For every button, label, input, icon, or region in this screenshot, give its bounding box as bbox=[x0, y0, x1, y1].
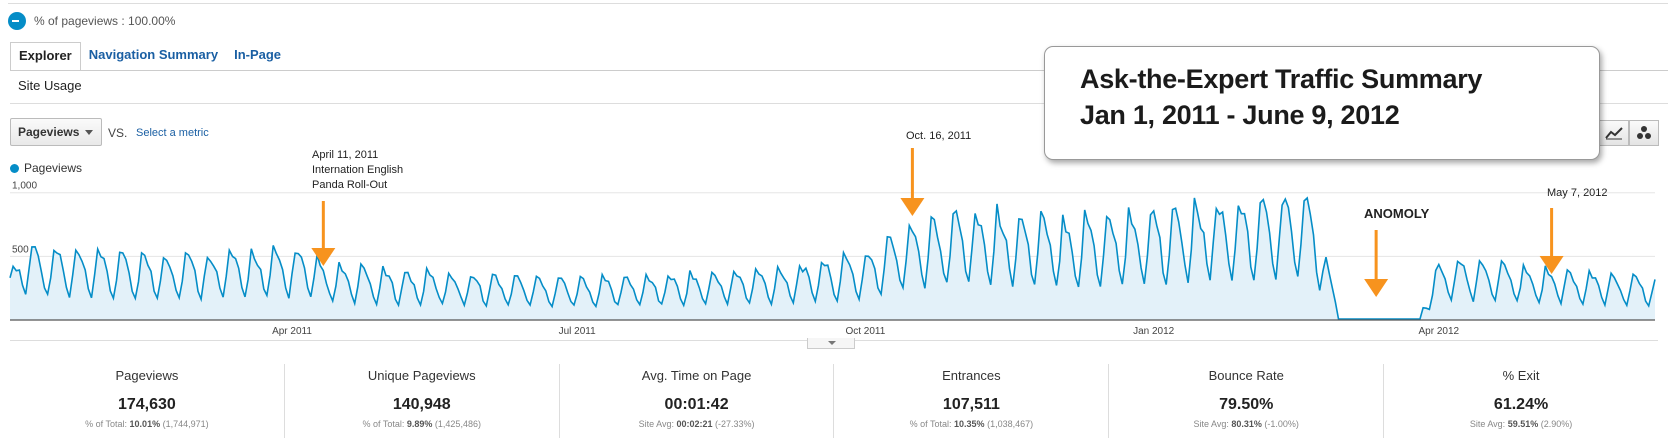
scorecard-title: Pageviews bbox=[115, 368, 179, 383]
scorecard-value: 61.24% bbox=[1493, 396, 1549, 413]
pageviews-line bbox=[9, 196, 1656, 320]
segment-pie-icon[interactable] bbox=[8, 12, 26, 30]
tab-explorer[interactable]: Explorer bbox=[10, 42, 81, 71]
scorecard-value: 79.50% bbox=[1219, 396, 1274, 413]
x-tick-label: Jan 2012 bbox=[1133, 326, 1175, 337]
arrow-anomaly-head bbox=[1364, 279, 1389, 297]
tab-navigation-summary[interactable]: Navigation Summary bbox=[88, 47, 219, 62]
scorecard-sub: Site Avg: 00:02:21 (-27.33%) bbox=[560, 419, 834, 429]
subtab-site-usage[interactable]: Site Usage bbox=[18, 78, 82, 93]
scorecard-sub-prefix: Site Avg: bbox=[1469, 419, 1506, 429]
scorecard-sub-bold: 00:02:21 bbox=[676, 419, 713, 429]
scorecard-title: Unique Pageviews bbox=[367, 368, 476, 383]
subtab-divider bbox=[10, 103, 1668, 104]
scorecard-value: 107,511 bbox=[942, 396, 1000, 413]
y-tick-label: 1,000 bbox=[12, 181, 37, 192]
scorecard-sub-suffix: (2.90%) bbox=[1540, 419, 1573, 429]
x-tick-label: Oct 2011 bbox=[845, 326, 885, 337]
scorecard-value: 00:01:42 bbox=[664, 396, 729, 413]
scorecard-value: 174,630 bbox=[117, 396, 176, 413]
metric-select[interactable]: Pageviews bbox=[10, 118, 102, 146]
scorecard-sub-suffix: (-27.33%) bbox=[715, 419, 755, 429]
scorecard-sub-bold: 10.01% bbox=[129, 419, 161, 429]
scorecard-sub-suffix: (1,744,971) bbox=[162, 419, 209, 429]
metric-select-value: Pageviews bbox=[18, 125, 80, 139]
y-tick-label: 500 bbox=[12, 244, 29, 255]
pageviews-area bbox=[10, 197, 1655, 320]
scorecard-sub: % of Total: 9.89% (1,425,486) bbox=[285, 419, 559, 429]
scorecard-title: Entrances bbox=[942, 368, 1001, 383]
arrow-april-head bbox=[311, 248, 336, 266]
callout-date-range: Jan 1, 2011 - June 9, 2012 bbox=[1080, 100, 1400, 130]
scorecard-sub: % of Total: 10.35% (1,038,467) bbox=[834, 419, 1108, 429]
scorecard-pageviews[interactable]: Pageviews 174,630 % of Total: 10.01% (1,… bbox=[10, 364, 285, 438]
tabs-divider bbox=[10, 70, 1668, 71]
x-tick-label: Apr 2012 bbox=[1419, 326, 1460, 337]
segment-label: % of pageviews : 100.00% bbox=[34, 14, 176, 28]
legend-dot-icon bbox=[10, 163, 19, 173]
x-tick-label: Jul 2011 bbox=[559, 326, 597, 337]
scorecard-sub: Site Avg: 59.51% (2.90%) bbox=[1384, 419, 1658, 429]
traffic-summary-callout: Ask-the-Expert Traffic Summary Jan 1, 20… bbox=[1044, 46, 1600, 160]
vs-label: VS. bbox=[108, 126, 128, 140]
scorecard-sub: Site Avg: 80.31% (-1.00%) bbox=[1109, 419, 1383, 429]
scorecard-sub-prefix: Site Avg: bbox=[1193, 419, 1229, 429]
pageviews-chart: 1,000 500 Apr 2011 Jul 2011 Oct 2011 Jan 2012… bbox=[9, 148, 1656, 337]
select-metric-link[interactable]: Select a metric bbox=[136, 127, 209, 139]
scorecard-exit[interactable]: % Exit 61.24% Site Avg: 59.51% (2.90%) bbox=[1384, 364, 1658, 438]
scorecard-title: Bounce Rate bbox=[1208, 368, 1284, 383]
scorecard-sub-suffix: (1,038,467) bbox=[987, 419, 1034, 429]
scorecard-avg-time[interactable]: Avg. Time on Page 00:01:42 Site Avg: 00:… bbox=[560, 364, 835, 438]
top-divider bbox=[8, 3, 1668, 4]
scorecard-sub-bold: 59.51% bbox=[1507, 419, 1539, 429]
scorecard-sub-bold: 80.31% bbox=[1231, 419, 1262, 429]
annotation-april-line1: April 11, 2011 bbox=[312, 149, 379, 161]
legend-label: Pageviews bbox=[24, 161, 83, 175]
scorecard-sub-prefix: Site Avg: bbox=[638, 419, 674, 429]
scorecard-sub-suffix: (-1.00%) bbox=[1264, 419, 1299, 429]
annotation-october: Oct. 16, 2011 bbox=[906, 130, 972, 142]
scorecard-sub-prefix: % of Total: bbox=[909, 419, 952, 429]
scorecard-sub-bold: 10.35% bbox=[954, 419, 985, 429]
annotation-april: April 11, 2011 Internation English Panda… bbox=[312, 148, 403, 193]
arrow-may-head bbox=[1539, 256, 1564, 274]
scorecard-sub: % of Total: 10.01% (1,744,971) bbox=[10, 419, 284, 429]
annotation-may: May 7, 2012 bbox=[1547, 187, 1608, 199]
annotation-april-line2: Internation English bbox=[312, 164, 404, 176]
annotation-april-line3: Panda Roll-Out bbox=[312, 179, 388, 191]
scorecard-bounce-rate[interactable]: Bounce Rate 79.50% Site Avg: 80.31% (-1.… bbox=[1109, 364, 1385, 438]
segment-row: % of pageviews : 100.00% bbox=[8, 10, 175, 32]
chart-type-buttons bbox=[1599, 120, 1659, 146]
annotation-anomaly: ANOMOLY bbox=[1364, 206, 1430, 221]
scorecards: Pageviews 174,630 % of Total: 10.01% (1,… bbox=[10, 364, 1658, 438]
motion-chart-icon[interactable] bbox=[1629, 120, 1659, 146]
x-tick-label: Apr 2011 bbox=[272, 326, 312, 337]
scorecard-sub-prefix: % of Total: bbox=[85, 419, 128, 429]
scorecard-unique-pageviews[interactable]: Unique Pageviews 140,948 % of Total: 9.8… bbox=[285, 364, 560, 438]
chart-legend: Pageviews bbox=[10, 161, 82, 175]
report-tabs: Explorer Navigation Summary In-Page bbox=[10, 42, 289, 72]
scorecard-entrances[interactable]: Entrances 107,511 % of Total: 10.35% (1,… bbox=[834, 364, 1110, 438]
chevron-down-icon bbox=[85, 130, 93, 135]
callout-title: Ask-the-Expert Traffic Summary bbox=[1080, 64, 1483, 94]
scorecard-sub-prefix: % of Total: bbox=[362, 419, 405, 429]
scorecard-sub-bold: 9.89% bbox=[406, 419, 433, 429]
tab-in-page[interactable]: In-Page bbox=[234, 47, 282, 62]
collapse-chart-handle[interactable] bbox=[807, 338, 855, 349]
scorecard-value: 140,948 bbox=[392, 396, 451, 413]
scorecard-title: % Exit bbox=[1502, 368, 1540, 383]
scorecard-title: Avg. Time on Page bbox=[641, 368, 752, 383]
scorecard-sub-suffix: (1,425,486) bbox=[434, 419, 481, 429]
arrow-october-head bbox=[900, 198, 925, 216]
